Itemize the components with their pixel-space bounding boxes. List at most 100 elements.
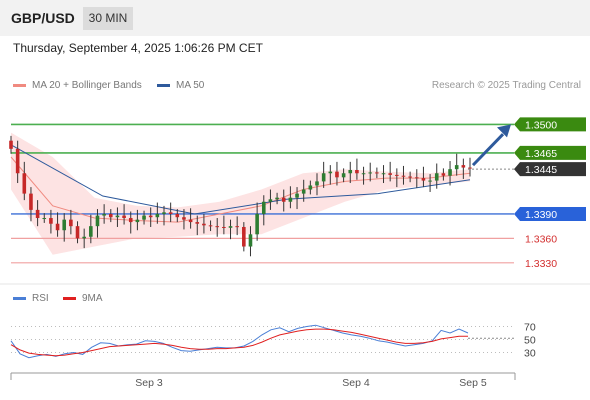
candle [235, 216, 239, 236]
candle [395, 168, 399, 188]
candle-body [62, 219, 67, 231]
candle [208, 220, 213, 232]
candle [408, 171, 412, 183]
candle-body [368, 172, 373, 174]
candle-body [268, 199, 273, 202]
legend-9ma-label: 9MA [82, 293, 103, 304]
candle-body [428, 180, 432, 182]
candle-body [341, 173, 346, 178]
candle [128, 211, 133, 234]
candle [22, 161, 27, 201]
candle [468, 157, 472, 177]
candle [375, 167, 379, 179]
rsi-series-rsi [10, 324, 469, 359]
candle [248, 226, 253, 257]
candle-body [42, 218, 47, 220]
rsi-tick-label: 50 [524, 335, 536, 347]
candle [168, 202, 173, 223]
candle-body [348, 170, 353, 174]
projection-arrow-shaft [471, 133, 505, 167]
candle-body [168, 212, 173, 214]
candle-body [155, 213, 160, 218]
candle-body [375, 172, 379, 174]
candle-body [95, 215, 100, 227]
candle-body [35, 209, 40, 219]
candle [9, 135, 13, 154]
level-label-1.3465-bg [514, 145, 586, 160]
candle-body [468, 167, 472, 169]
x-tick-label: Sep 3 [135, 377, 163, 389]
candle [428, 174, 432, 192]
candle [288, 186, 293, 209]
candle-body [215, 226, 220, 228]
bollinger-band [11, 132, 470, 255]
candle-body [182, 217, 186, 220]
candle [55, 212, 60, 237]
candle [122, 204, 126, 225]
candle-body [9, 140, 13, 149]
candle-body [22, 173, 27, 194]
candle [82, 228, 86, 249]
legend-ma20-label: MA 20 + Bollinger Bands [32, 80, 142, 91]
candle-body [162, 212, 166, 214]
rsi-tick-label: 30 [524, 348, 536, 360]
candle [255, 202, 259, 241]
candle-body [69, 219, 73, 227]
last-price-label-bg [514, 162, 586, 177]
candle [95, 209, 100, 238]
legend-ma50-label: MA 50 [176, 80, 205, 91]
candle [328, 165, 333, 185]
candle-body [454, 165, 459, 170]
candle [268, 189, 273, 210]
rsi-tick-label: 70 [524, 322, 536, 334]
candle-body [135, 219, 140, 223]
candle [421, 166, 426, 188]
candle [261, 195, 266, 226]
candle [461, 158, 466, 179]
candle-body [361, 173, 366, 175]
candle-body [242, 226, 246, 247]
ma50-line [10, 144, 471, 215]
candle [188, 208, 193, 229]
legend-rsi-label: RSI [32, 293, 49, 304]
candle-body [29, 193, 33, 210]
candle [368, 162, 373, 182]
candle-body [408, 176, 412, 178]
candle-body [401, 175, 406, 177]
candle [202, 213, 206, 234]
candle [361, 166, 366, 185]
candle [49, 209, 53, 234]
candle-body [148, 215, 153, 218]
legend-rsi: RSI [13, 293, 49, 304]
candle [228, 219, 233, 240]
candle [341, 168, 346, 183]
candle-body [321, 173, 326, 182]
candle [441, 168, 446, 181]
candle-body [335, 171, 339, 178]
level-label-1.3500-text: 1.3500 [525, 119, 557, 131]
level-label-1.3465-text: 1.3465 [525, 148, 557, 160]
candle-body [49, 218, 53, 224]
legend-rsi-swatch [13, 297, 26, 300]
x-tick-label: Sep 5 [459, 377, 487, 389]
candle [348, 161, 353, 184]
candle-body [355, 170, 359, 174]
candle-body [188, 219, 193, 223]
candle [148, 207, 153, 227]
candle [381, 165, 386, 184]
candle-body [295, 193, 299, 198]
candle-body [115, 215, 120, 218]
candle-body [222, 226, 226, 228]
candle-body [228, 226, 233, 228]
timeframe-badge[interactable]: 30 MIN [83, 7, 133, 30]
candle [195, 215, 200, 236]
candle [215, 218, 220, 237]
candle-body [381, 173, 386, 175]
candle-body [395, 174, 399, 176]
level-label-1.3390-bg [514, 206, 586, 221]
candle-body [15, 148, 20, 174]
legend-9ma: 9MA [63, 293, 103, 304]
candle-body [195, 222, 200, 224]
candle [15, 140, 20, 184]
